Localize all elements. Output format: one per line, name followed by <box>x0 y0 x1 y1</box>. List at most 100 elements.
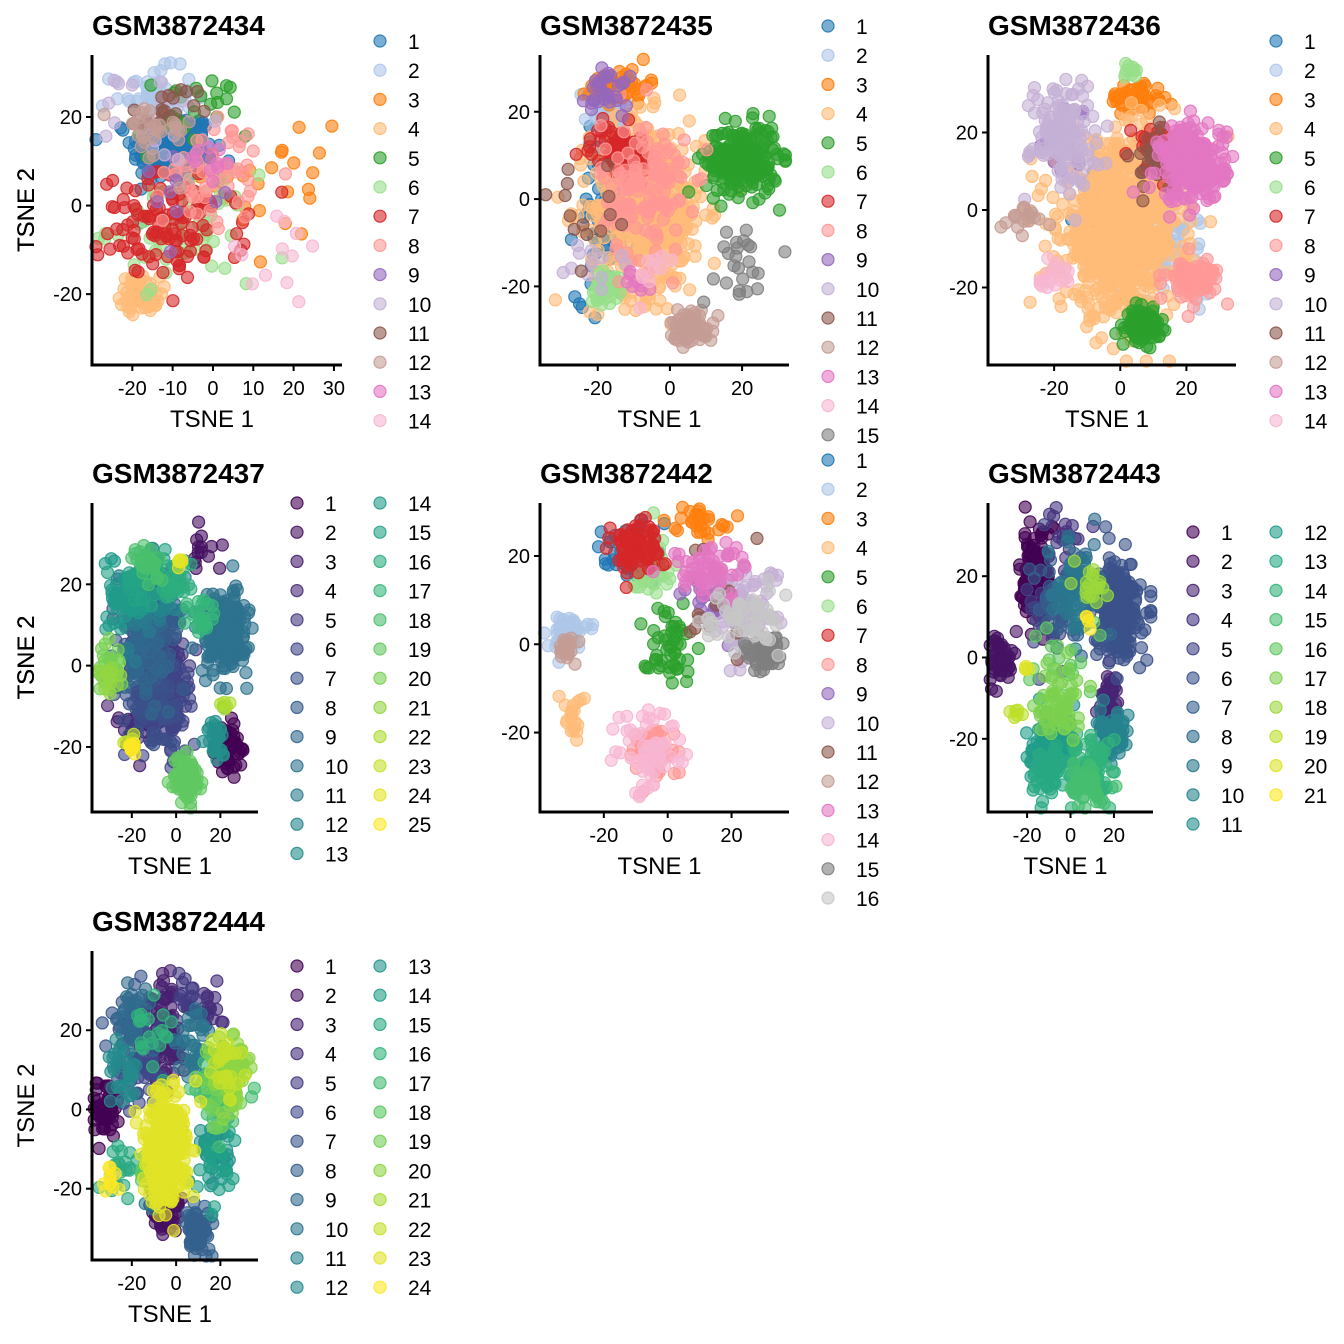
data-point-cluster-3 <box>306 166 320 180</box>
x-tick-label: 0 <box>207 378 218 400</box>
data-point-cluster-4 <box>1160 222 1174 236</box>
data-point-cluster-4 <box>1150 239 1164 253</box>
data-point-cluster-8 <box>639 83 654 97</box>
data-point-cluster-5 <box>1144 309 1159 323</box>
data-point-cluster-4 <box>1107 238 1121 252</box>
data-point-cluster-10 <box>240 681 254 695</box>
data-point-cluster-2 <box>215 538 229 552</box>
legend-label: 12 <box>1304 352 1327 375</box>
data-point-cluster-14 <box>277 214 291 228</box>
data-point-cluster-9 <box>601 87 615 101</box>
data-point-cluster-10 <box>1040 147 1054 161</box>
data-point-cluster-7 <box>156 265 170 280</box>
data-point-cluster-4 <box>577 174 591 188</box>
data-point-cluster-11 <box>190 84 205 99</box>
data-point-cluster-13 <box>1187 150 1202 164</box>
legend-key <box>1269 238 1283 252</box>
data-point-cluster-3 <box>312 146 326 160</box>
data-point-cluster-4 <box>1038 173 1053 187</box>
data-point-cluster-13 <box>202 141 216 155</box>
legend-key <box>373 414 387 428</box>
legend-label: 9 <box>408 265 420 288</box>
data-point-cluster-8 <box>211 221 225 236</box>
data-point-cluster-5 <box>722 187 736 201</box>
data-point-cluster-4 <box>1109 296 1123 311</box>
legend-key <box>373 297 387 311</box>
data-point-cluster-10 <box>1046 131 1061 145</box>
data-point-cluster-10 <box>171 152 185 167</box>
data-point-cluster-9 <box>126 673 140 687</box>
data-point-cluster-10 <box>584 244 598 258</box>
data-point-cluster-4 <box>1038 239 1052 253</box>
data-point-cluster-5 <box>734 166 749 180</box>
data-point-cluster-10 <box>1064 88 1079 102</box>
data-point-cluster-11 <box>561 162 575 176</box>
data-point-cluster-13 <box>206 174 220 189</box>
x-axis-title: TSNE 1 <box>1065 406 1149 433</box>
data-point-cluster-8 <box>1220 297 1235 311</box>
legend-label: 3 <box>408 89 420 112</box>
data-point-cluster-10 <box>1062 187 1077 201</box>
legend-key <box>1269 63 1283 77</box>
data-point-cluster-5 <box>718 111 732 126</box>
data-point-cluster-13 <box>1166 140 1180 154</box>
data-point-cluster-5 <box>709 160 723 174</box>
data-point-cluster-10 <box>1065 103 1079 117</box>
legend-key <box>821 223 835 237</box>
data-point-cluster-13 <box>203 163 217 177</box>
data-point-cluster-4 <box>1066 251 1080 265</box>
data-point-cluster-7 <box>1124 123 1138 137</box>
legend-key <box>1269 180 1283 194</box>
data-point-cluster-15 <box>706 272 721 286</box>
data-point-cluster-9 <box>134 637 148 651</box>
data-point-cluster-10 <box>208 114 222 128</box>
data-point-cluster-10 <box>1099 156 1113 170</box>
data-point-cluster-14 <box>633 301 647 315</box>
data-point-cluster-7 <box>137 209 151 223</box>
data-point-cluster-7 <box>131 265 145 279</box>
data-point-cluster-4 <box>1023 295 1037 309</box>
data-point-cluster-5 <box>1155 322 1170 336</box>
data-point-cluster-8 <box>649 159 663 173</box>
legend-key <box>1269 326 1283 340</box>
data-point-cluster-14 <box>114 622 128 636</box>
data-point-cluster-10 <box>1088 124 1102 138</box>
data-point-cluster-8 <box>1167 269 1182 283</box>
data-point-cluster-14 <box>107 554 122 568</box>
data-point-cluster-4 <box>693 190 708 204</box>
x-tick-label: 30 <box>323 378 345 400</box>
data-point-cluster-4 <box>1148 195 1162 209</box>
data-point-cluster-9 <box>139 681 153 696</box>
y-tick-label: -20 <box>53 284 82 306</box>
data-point-cluster-9 <box>161 705 175 719</box>
legend-label: 14 <box>408 411 432 434</box>
data-point-cluster-10 <box>216 661 230 675</box>
legend-label: 7 <box>408 206 420 229</box>
data-point-cluster-8 <box>176 682 190 696</box>
data-point-cluster-5 <box>762 109 776 123</box>
data-point-cluster-5 <box>746 196 760 210</box>
data-point-cluster-5 <box>734 184 748 198</box>
data-point-cluster-13 <box>1126 185 1140 199</box>
data-point-cluster-7 <box>230 227 244 241</box>
data-point-cluster-3 <box>100 698 115 713</box>
data-point-cluster-2 <box>121 92 135 106</box>
data-point-cluster-13 <box>1187 201 1201 215</box>
data-point-cluster-11 <box>614 217 629 232</box>
data-point-cluster-4 <box>117 282 131 296</box>
data-point-cluster-5 <box>227 105 241 119</box>
legend-label: 7 <box>1304 206 1316 229</box>
legend-label: 5 <box>1304 148 1316 171</box>
data-point-cluster-7 <box>569 147 583 161</box>
data-point-cluster-7 <box>110 222 124 236</box>
data-point-cluster-10 <box>615 248 629 263</box>
data-point-cluster-10 <box>1068 213 1082 227</box>
data-point-cluster-13 <box>1151 148 1165 162</box>
x-tick-label: -20 <box>1040 378 1069 400</box>
data-point-cluster-10 <box>216 649 230 663</box>
data-point-cluster-11 <box>1121 149 1135 163</box>
data-point-cluster-8 <box>611 151 625 165</box>
legend-key <box>1269 92 1283 107</box>
y-tick-label: -20 <box>501 276 530 298</box>
data-point-cluster-7 <box>166 738 181 752</box>
